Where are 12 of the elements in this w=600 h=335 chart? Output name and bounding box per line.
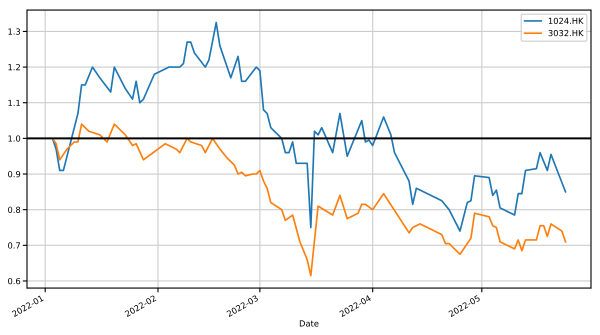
y-tick-label: 0.6 xyxy=(8,278,20,284)
x-axis-title: Date xyxy=(300,320,319,327)
y-tick-label: 1.1 xyxy=(8,100,20,106)
line-series xyxy=(52,123,566,276)
legend-label: 3032.HK xyxy=(548,30,584,36)
y-tick-label: 1.3 xyxy=(8,28,20,35)
y-tick-label: 1.2 xyxy=(8,64,20,70)
y-tick-label: 0.9 xyxy=(8,171,20,178)
y-tick-label: 1.0 xyxy=(8,135,20,142)
y-tick-label: 0.7 xyxy=(8,242,20,249)
y-tick-label: 0.8 xyxy=(8,206,20,213)
legend-label: 1024.HK xyxy=(548,18,584,24)
